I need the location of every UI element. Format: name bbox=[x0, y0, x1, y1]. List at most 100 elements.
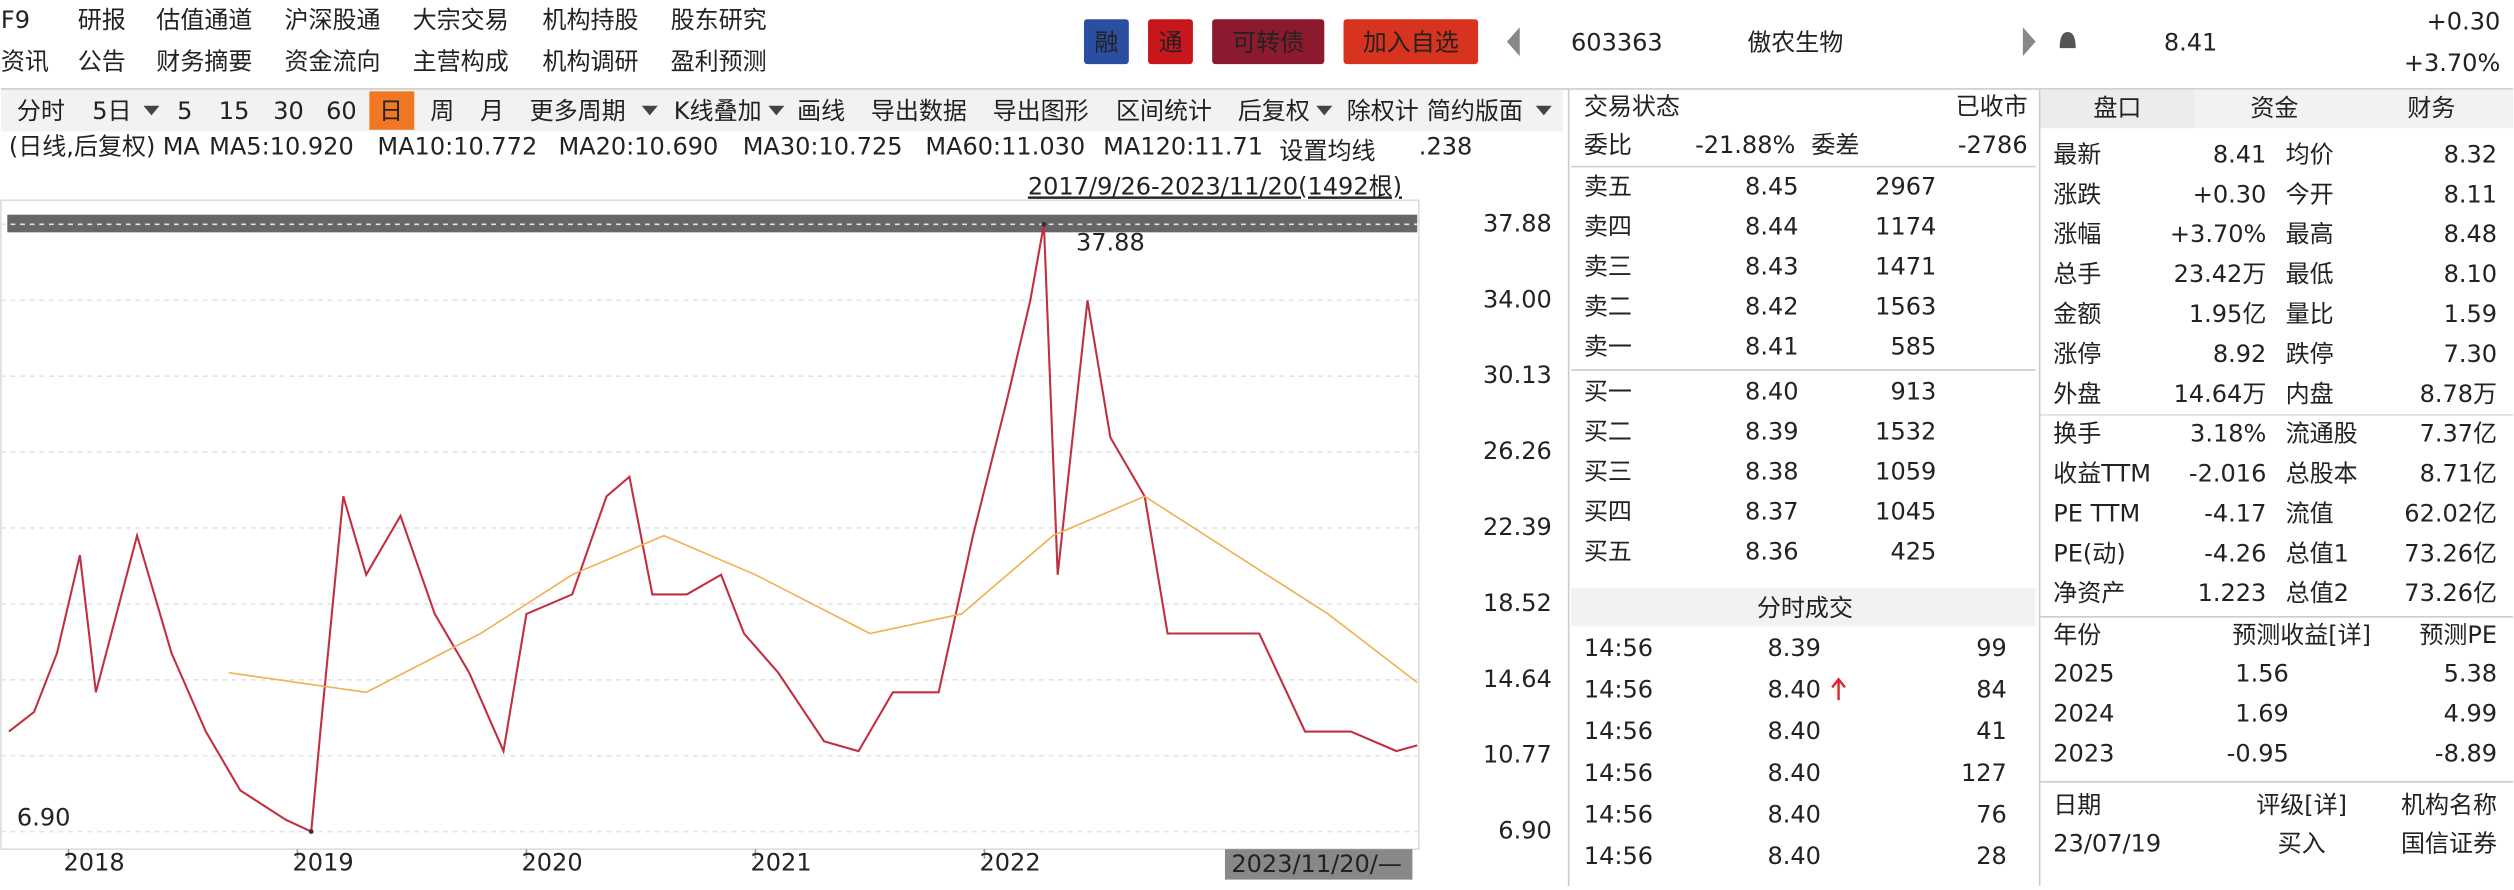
quote-value: 7.37亿 bbox=[2420, 420, 2498, 448]
quote-value: 73.26亿 bbox=[2404, 539, 2497, 567]
toolbar-item[interactable]: 导出图形 bbox=[993, 97, 1089, 125]
quote-label: 涨幅 bbox=[2053, 220, 2101, 248]
menu-item[interactable]: 股东研究 bbox=[671, 6, 767, 34]
menu-item[interactable]: 资金流向 bbox=[284, 47, 380, 75]
tab[interactable]: 资金 bbox=[2250, 94, 2298, 122]
menu-item[interactable]: 机构持股 bbox=[542, 6, 638, 34]
badge-bg bbox=[1083, 19, 1129, 65]
next-arrow[interactable] bbox=[2022, 27, 2036, 57]
toolbar-item[interactable]: K线叠加 bbox=[674, 97, 762, 125]
menu-item[interactable]: 财务摘要 bbox=[156, 47, 252, 75]
rating-cell: 买入 bbox=[2278, 829, 2326, 857]
trade-price: 8.40 bbox=[1767, 717, 1820, 745]
quote-value: +0.30 bbox=[2193, 180, 2267, 208]
trade-price: 8.40 bbox=[1767, 759, 1820, 787]
toolbar-item[interactable]: 画线 bbox=[797, 97, 845, 125]
trade-volume: 41 bbox=[1976, 717, 2007, 745]
dropdown-arrow[interactable] bbox=[143, 105, 160, 116]
ob-level: 买三 bbox=[1584, 458, 1632, 486]
dropdown-arrow[interactable] bbox=[1316, 105, 1333, 116]
y-tick-label: 22.39 bbox=[1483, 513, 1552, 541]
toolbar-item[interactable]: 30 bbox=[273, 97, 304, 125]
ob-label: 交易状态 bbox=[1584, 92, 1680, 120]
toolbar-item[interactable]: 15 bbox=[219, 97, 250, 125]
y-tick-label: 37.88 bbox=[1483, 209, 1552, 237]
y-tick-label: 30.13 bbox=[1483, 361, 1552, 389]
tab[interactable]: 盘口 bbox=[2093, 94, 2141, 122]
menu-item[interactable]: 主营构成 bbox=[413, 47, 509, 75]
toolbar-item[interactable]: 除权计 bbox=[1347, 97, 1419, 125]
ob-volume: 1059 bbox=[1875, 458, 1936, 486]
ma-legend: (日线,后复权) bbox=[9, 132, 155, 160]
badge[interactable]: 加入自选 bbox=[1363, 28, 1459, 56]
toolbar-item[interactable]: 月 bbox=[480, 97, 504, 125]
menu-item[interactable]: 机构调研 bbox=[542, 47, 638, 75]
ob-level: 买四 bbox=[1584, 498, 1632, 526]
ob-level: 卖五 bbox=[1584, 172, 1632, 200]
rating-header: 机构名称 bbox=[2401, 791, 2497, 819]
quote-label: 均价 bbox=[2286, 140, 2334, 168]
toolbar-item[interactable]: 简约版面 bbox=[1427, 97, 1523, 125]
ma-button[interactable]: 设置均线 bbox=[1279, 137, 1375, 165]
menu-item[interactable]: 大宗交易 bbox=[413, 6, 509, 34]
quote-label: 最低 bbox=[2286, 260, 2334, 288]
toolbar-item[interactable]: 区间统计 bbox=[1116, 97, 1212, 125]
quote-value: 3.18% bbox=[2190, 420, 2266, 448]
badge[interactable]: 融 bbox=[1094, 28, 1118, 56]
active-tab-bg bbox=[2040, 89, 2195, 129]
tab[interactable]: 财务 bbox=[2407, 94, 2455, 122]
dropdown-arrow[interactable] bbox=[641, 105, 658, 116]
forecast-cell: 1.56 bbox=[2235, 660, 2288, 688]
ob-price: 8.43 bbox=[1745, 253, 1798, 281]
toolbar-item[interactable]: 5日 bbox=[92, 97, 131, 125]
trade-price: 8.40 bbox=[1767, 676, 1820, 704]
ob-volume: 585 bbox=[1890, 333, 1936, 361]
y-tick-label: 26.26 bbox=[1483, 437, 1552, 465]
toolbar-item[interactable]: 分时 bbox=[17, 97, 65, 125]
menu-item[interactable]: 估值通道 bbox=[156, 6, 252, 34]
annotation: 37.88 bbox=[1076, 229, 1145, 257]
rating-header: 日期 bbox=[2053, 791, 2101, 819]
quote-value: 1.95亿 bbox=[2189, 300, 2267, 328]
quote-label: 最高 bbox=[2286, 220, 2334, 248]
quote-label: PE TTM bbox=[2053, 499, 2140, 527]
quote-label: 金额 bbox=[2053, 300, 2101, 328]
menu-item[interactable]: 资讯 bbox=[1, 47, 49, 75]
menu-item[interactable]: F9 bbox=[1, 6, 30, 34]
divider bbox=[0, 88, 2514, 90]
quote-value: 8.32 bbox=[2444, 140, 2497, 168]
quote-label: 总股本 bbox=[2286, 460, 2358, 488]
ob-level: 卖四 bbox=[1584, 213, 1632, 241]
quote-value: 62.02亿 bbox=[2404, 499, 2497, 527]
toolbar-item[interactable]: 日 bbox=[379, 97, 403, 125]
dropdown-arrow[interactable] bbox=[1535, 105, 1552, 116]
menu-item[interactable]: 研报 bbox=[78, 6, 126, 34]
prev-arrow[interactable] bbox=[1506, 27, 1520, 57]
toolbar-item[interactable]: 周 bbox=[430, 97, 454, 125]
ob-level: 卖二 bbox=[1584, 293, 1632, 321]
toolbar-item[interactable]: 后复权 bbox=[1238, 97, 1310, 125]
bell-icon[interactable] bbox=[2059, 32, 2076, 49]
quote-label: 流值 bbox=[2286, 499, 2334, 527]
badge[interactable]: 可转债 bbox=[1232, 28, 1304, 56]
menu-item[interactable]: 沪深股通 bbox=[284, 6, 380, 34]
toolbar-item[interactable]: 5 bbox=[177, 97, 192, 125]
quote-value: 8.92 bbox=[2213, 340, 2266, 368]
quote-label: 净资产 bbox=[2053, 579, 2125, 607]
toolbar-item[interactable]: 60 bbox=[326, 97, 357, 125]
menu-item[interactable]: 盈利预测 bbox=[671, 47, 767, 75]
quote-label: 收益TTM bbox=[2053, 460, 2151, 488]
badge[interactable]: 通 bbox=[1158, 28, 1182, 56]
toolbar-item[interactable]: 导出数据 bbox=[871, 97, 967, 125]
quote-value: 8.71亿 bbox=[2420, 460, 2498, 488]
toolbar-item[interactable]: 更多周期 bbox=[530, 97, 626, 125]
dropdown-arrow[interactable] bbox=[768, 105, 785, 116]
ob-label: 委比 bbox=[1584, 131, 1632, 159]
trades-title: 分时成交 bbox=[1757, 594, 1853, 622]
y-tick-label: 6.90 bbox=[1498, 817, 1551, 845]
forecast-cell: 2024 bbox=[2053, 700, 2114, 728]
ob-price: 8.44 bbox=[1745, 213, 1798, 241]
trade-price: 8.40 bbox=[1767, 842, 1820, 870]
menu-item[interactable]: 公告 bbox=[78, 47, 126, 75]
quote-label: 涨跌 bbox=[2053, 180, 2101, 208]
